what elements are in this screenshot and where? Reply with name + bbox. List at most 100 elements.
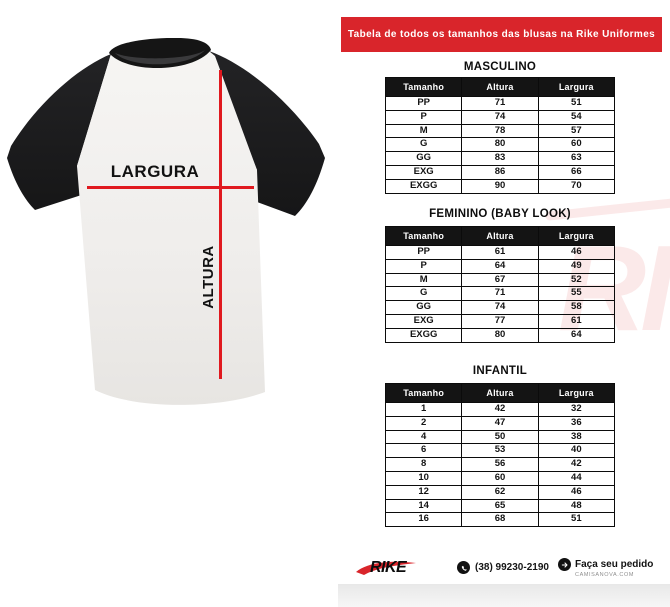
table-cell: 47 xyxy=(461,415,539,431)
column-header: Tamanho xyxy=(384,226,463,246)
table-cell: 32 xyxy=(537,402,616,417)
tshirt-illustration xyxy=(7,37,325,405)
table-cell: 83 xyxy=(461,151,539,166)
phone-icon xyxy=(457,561,470,574)
table-cell: GG xyxy=(384,300,463,315)
table-cell: 36 xyxy=(537,415,616,431)
table-cell: 90 xyxy=(461,178,539,194)
table-row: EXGG 80 64 xyxy=(384,327,616,343)
table-cell: 53 xyxy=(461,443,539,459)
height-measure-line xyxy=(219,70,222,379)
table-cell: 51 xyxy=(537,96,616,111)
table-cell: EXG xyxy=(384,313,463,329)
width-label: LARGURA xyxy=(110,162,200,181)
table-cell: EXGG xyxy=(384,178,463,194)
table-row: P 74 54 xyxy=(384,109,616,125)
table-title-masculino: MASCULINO xyxy=(463,61,537,73)
table-cell: 46 xyxy=(537,484,616,500)
table-row: 2 47 36 xyxy=(384,415,616,431)
rike-logo-text: RIKE xyxy=(370,559,407,576)
arrow-icon xyxy=(558,558,571,571)
table-cell: 78 xyxy=(461,123,539,139)
table-cell: 6 xyxy=(384,443,463,459)
table-cell: 55 xyxy=(537,286,616,302)
table-row: PP 61 46 xyxy=(384,245,616,260)
table-cell: 68 xyxy=(461,512,539,528)
table-cell: 12 xyxy=(384,484,463,500)
table-cell: 86 xyxy=(461,164,539,180)
order-cta[interactable]: Faça seu pedido CAMISANOVA.COM xyxy=(558,558,653,578)
table-row: 16 68 51 xyxy=(384,512,616,528)
table-row: M 67 52 xyxy=(384,272,616,288)
table-row: EXG 77 61 xyxy=(384,313,616,329)
table-cell: 60 xyxy=(537,137,616,153)
table-row: G 80 60 xyxy=(384,137,616,153)
table-cell: 14 xyxy=(384,498,463,514)
table-title-infantil: INFANTIL xyxy=(472,365,528,377)
column-header: Tamanho xyxy=(384,383,463,403)
width-measure-line xyxy=(87,186,254,189)
table-cell: 1 xyxy=(384,402,463,417)
table-cell: 48 xyxy=(537,498,616,514)
table-cell: 2 xyxy=(384,415,463,431)
table-cell: EXGG xyxy=(384,327,463,343)
rike-logo-swoosh-icon xyxy=(356,561,416,575)
table-cell: 4 xyxy=(384,429,463,445)
table-cell: P xyxy=(384,258,463,274)
table-cell: 54 xyxy=(537,109,616,125)
table-cell: M xyxy=(384,272,463,288)
column-header: Altura xyxy=(461,226,539,246)
table-cell: 64 xyxy=(461,258,539,274)
table-row: 1 42 32 xyxy=(384,402,616,417)
rike-logo: RIKE xyxy=(354,556,434,582)
table-cell: 10 xyxy=(384,470,463,486)
column-header: Altura xyxy=(461,383,539,403)
table-cell: 67 xyxy=(461,272,539,288)
table-cell: 61 xyxy=(537,313,616,329)
table-cell: 57 xyxy=(537,123,616,139)
table-cell: 80 xyxy=(461,327,539,343)
table-cell: GG xyxy=(384,151,463,166)
table-row: 12 62 46 xyxy=(384,484,616,500)
height-label: ALTURA xyxy=(200,245,217,309)
table-cell: 70 xyxy=(537,178,616,194)
table-row: GG 83 63 xyxy=(384,151,616,166)
table-cell: 51 xyxy=(537,512,616,528)
table-cell: 8 xyxy=(384,457,463,472)
table-cell: 56 xyxy=(461,457,539,472)
table-cell: 80 xyxy=(461,137,539,153)
header-row: Tamanho Altura Largura xyxy=(384,226,616,246)
header-row: Tamanho Altura Largura xyxy=(384,77,616,97)
column-header: Largura xyxy=(537,77,616,97)
header-row: Tamanho Altura Largura xyxy=(384,383,616,403)
banner: Tabela de todos os tamanhos das blusas n… xyxy=(341,17,662,52)
column-header: Largura xyxy=(537,226,616,246)
table-cell: 66 xyxy=(537,164,616,180)
footer-background xyxy=(338,584,670,607)
table-row: 4 50 38 xyxy=(384,429,616,445)
tshirt-image xyxy=(5,37,335,428)
table-cell: 58 xyxy=(537,300,616,315)
table-cell: 49 xyxy=(537,258,616,274)
table-cell: 50 xyxy=(461,429,539,445)
column-header: Tamanho xyxy=(384,77,463,97)
table-cell: PP xyxy=(384,245,463,260)
table-cell: P xyxy=(384,109,463,125)
table-cell: 38 xyxy=(537,429,616,445)
table-row: 14 65 48 xyxy=(384,498,616,514)
table-row: EXGG 90 70 xyxy=(384,178,616,194)
table-row: 8 56 42 xyxy=(384,457,616,472)
table-cell: 42 xyxy=(461,402,539,417)
table-row: P 64 49 xyxy=(384,258,616,274)
column-header: Largura xyxy=(537,383,616,403)
table-cell: 74 xyxy=(461,109,539,125)
phone-number: (38) 99230-2190 xyxy=(475,562,549,573)
table-cell: 42 xyxy=(537,457,616,472)
table-cell: M xyxy=(384,123,463,139)
size-table-feminino: Tamanho Altura Largura PP 61 46 P 64 49 M 67 52 G 71 5… xyxy=(384,226,616,343)
table-cell: 46 xyxy=(537,245,616,260)
table-cell: 65 xyxy=(461,498,539,514)
column-header: Altura xyxy=(461,77,539,97)
table-cell: 61 xyxy=(461,245,539,260)
